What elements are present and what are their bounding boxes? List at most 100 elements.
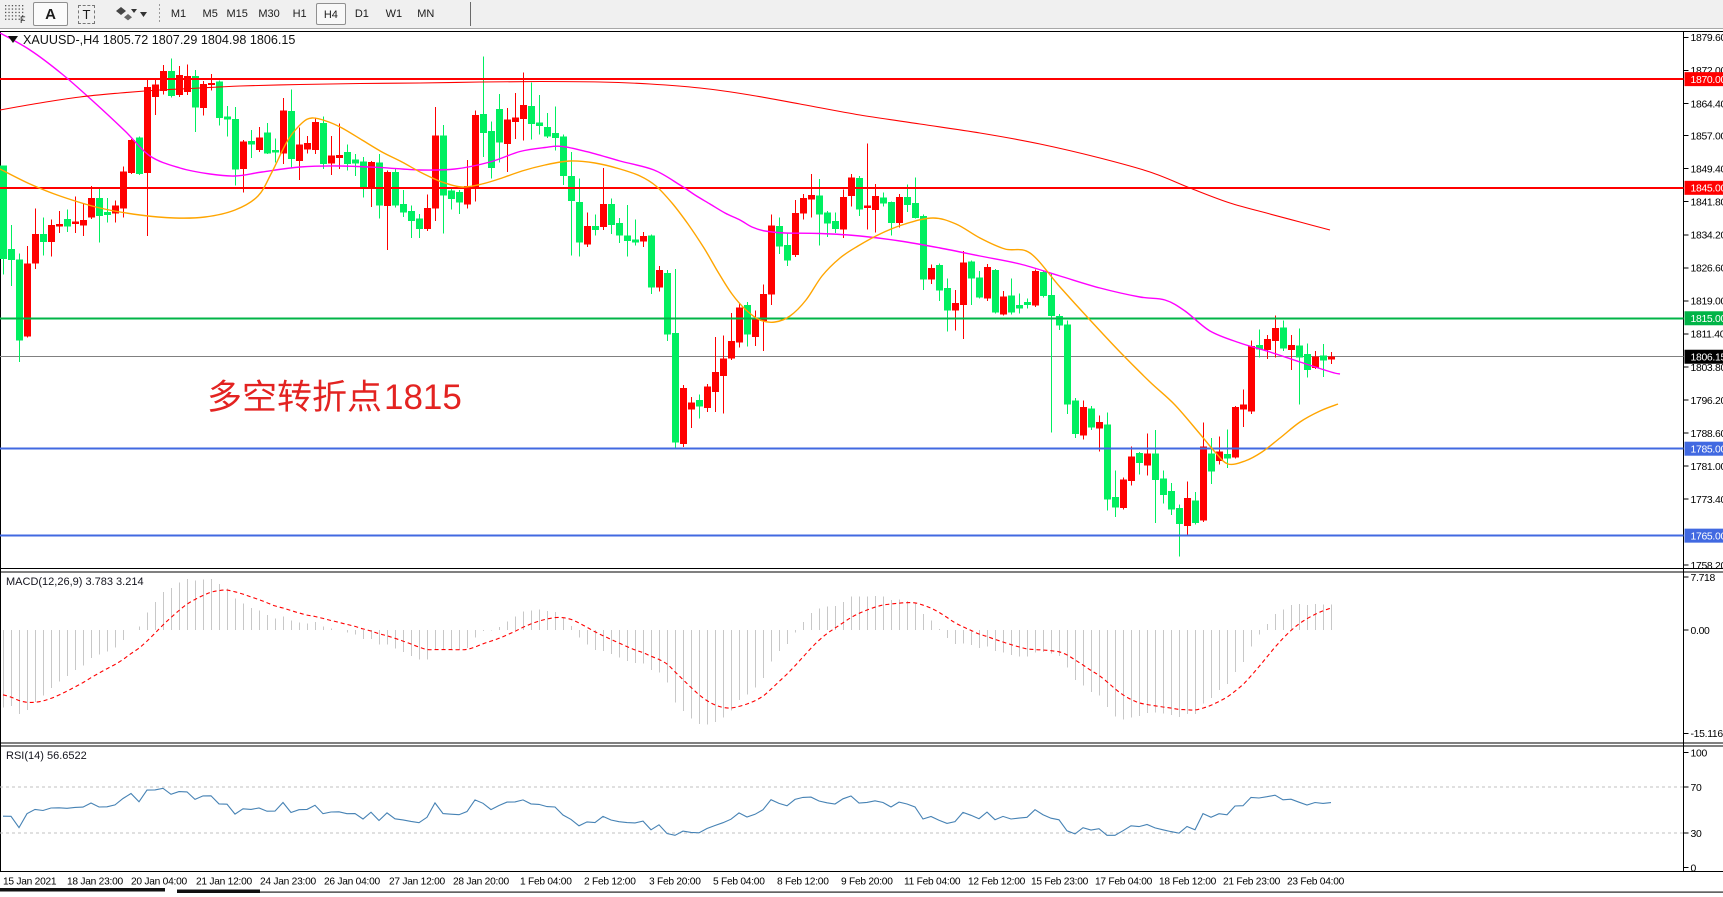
candle-body-bull — [208, 83, 215, 86]
time-axis-label: 27 Jan 12:00 — [389, 877, 445, 888]
timeframe-button-h4[interactable]: H4 — [315, 3, 346, 25]
candle-body-bear — [96, 197, 103, 217]
candle-body-bull — [464, 186, 471, 205]
candle-body-bear — [1040, 272, 1047, 297]
candle-body-bear — [1024, 302, 1031, 305]
candle-body-bear — [576, 201, 583, 243]
candle-body-bear — [1008, 295, 1015, 313]
candle-body-bull — [1000, 296, 1007, 315]
candle-body-bull — [864, 205, 871, 208]
candle-body-bull — [984, 267, 991, 299]
candle-body-bear — [1056, 316, 1063, 326]
diamond-icon — [116, 7, 126, 15]
candle-body-bear — [496, 109, 503, 143]
time-axis-label: 28 Jan 20:00 — [453, 877, 509, 888]
candle-body-bear — [352, 159, 359, 164]
candle-body-bull — [336, 154, 343, 158]
time-axis-label: 21 Feb 23:00 — [1223, 877, 1281, 888]
price-badge — [1684, 349, 1723, 364]
candle-body-bear — [1064, 324, 1071, 405]
macd-tick-label: 0.00 — [1691, 626, 1711, 637]
candle-body-bull — [1080, 407, 1087, 436]
candle-body-bull — [680, 387, 687, 445]
candle-body-bull — [504, 119, 511, 145]
candle-body-bull — [760, 293, 767, 321]
dot-grid — [5, 5, 24, 20]
grid-dot — [5, 15, 7, 17]
candle-body-bear — [1304, 354, 1311, 370]
candle-body-bull — [640, 236, 647, 242]
candle-body-bull — [896, 197, 903, 223]
candle-body-bull — [728, 341, 735, 359]
dot-grid-f-icon: F — [5, 5, 26, 25]
candle-body-bull — [952, 303, 959, 311]
candle-body-bear — [344, 151, 351, 165]
annotation-a-tool-button[interactable]: A — [33, 2, 68, 26]
chart-grid-tool-button[interactable]: F — [2, 2, 30, 26]
grid-dot — [18, 15, 20, 17]
candle-body-bear — [1256, 345, 1263, 350]
candle-body-bear — [624, 235, 631, 241]
grid-dot — [8, 15, 10, 17]
candle-body-bear — [400, 203, 407, 213]
candle-body-bull — [1032, 270, 1039, 306]
price-tick-label: 1849.40 — [1691, 164, 1723, 175]
candle-body-bear — [1112, 497, 1119, 508]
timeframe-button-m1[interactable]: M1 — [170, 8, 187, 20]
grid-dot — [15, 11, 17, 14]
grid-dot — [11, 8, 14, 10]
text-tool-button[interactable]: T — [72, 2, 101, 26]
timeframe-button-mn[interactable]: MN — [417, 8, 435, 20]
candle-body-bull — [88, 197, 95, 218]
candle-body-bull — [768, 225, 775, 295]
grid-dot — [15, 15, 17, 17]
candle-body-bear — [1136, 452, 1143, 463]
candle-body-bear — [592, 226, 599, 230]
candle-body-bear — [232, 119, 239, 170]
candle-body-bear — [8, 249, 15, 260]
price-tick-label: 1758.20 — [1691, 561, 1723, 572]
ohlc-header: XAUUSD-,H4 1805.72 1807.29 1804.98 1806.… — [23, 33, 295, 47]
candle-body-bull — [736, 307, 743, 343]
candle-body-bear — [1224, 453, 1231, 459]
candle-body-bull — [432, 135, 439, 209]
grid-dot — [8, 5, 10, 7]
grid-dot — [8, 18, 10, 20]
candle-body-bull — [384, 171, 391, 207]
diamonds-dropdown-icon — [116, 7, 147, 21]
candle-body-bull — [584, 226, 591, 245]
candle-body-bear — [1280, 327, 1287, 349]
grid-dot — [22, 11, 24, 14]
candle-body-bull — [128, 140, 135, 173]
grid-dot — [11, 5, 14, 7]
candle-body-bear — [216, 81, 223, 119]
timeframe-button-h1[interactable]: H1 — [292, 8, 307, 20]
rsi-label: RSI(14) 56.6522 — [6, 750, 87, 762]
objects-tool-button[interactable] — [105, 2, 149, 26]
timeframe-button-m5[interactable]: M5 — [202, 8, 218, 20]
candle-body-bull — [1184, 498, 1191, 527]
timeframe-button-d1[interactable]: D1 — [354, 8, 369, 20]
toolbar-separator-right — [470, 2, 471, 26]
candle-body-bear — [1168, 491, 1175, 510]
candle-body-bear — [544, 127, 551, 137]
candle-body-bear — [264, 132, 271, 154]
candle-body-bull — [1128, 456, 1135, 481]
candle-body-bear — [320, 122, 327, 165]
candle-body-bear — [616, 222, 623, 236]
candle-body-bear — [992, 269, 999, 313]
candle-body-bear — [664, 272, 671, 335]
timeframe-button-m30[interactable]: M30 — [258, 8, 280, 20]
timeframe-button-m15[interactable]: M15 — [226, 8, 248, 20]
bottom-strip-rule — [260, 891, 1723, 893]
candle-body-bear — [920, 215, 927, 280]
candle-body-bear — [1176, 508, 1183, 524]
symbol-collapse-triangle[interactable] — [8, 36, 18, 43]
candle-body-bull — [720, 358, 727, 376]
candle-body-bear — [608, 204, 615, 226]
candle-body-bull — [72, 221, 79, 224]
timeframe-button-w1[interactable]: W1 — [385, 8, 403, 20]
candle-body-bull — [1200, 446, 1207, 521]
macd-label: MACD(12,26,9) 3.783 3.214 — [6, 576, 144, 588]
